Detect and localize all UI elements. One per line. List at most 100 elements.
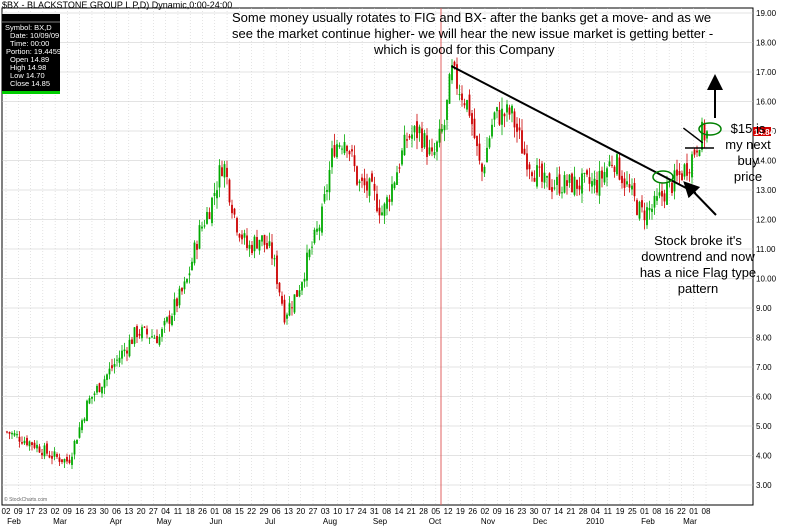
candle-body [633,182,636,197]
y-tick-label: 18.00 [756,39,777,48]
x-tick-label: 16 [665,507,674,516]
annotation-top-line-2: see the market continue higher- we will … [232,26,713,41]
candle-body [518,127,521,131]
y-tick-label: 4.00 [756,452,772,461]
x-tick-label: 21 [407,507,416,516]
candle-body [306,252,308,281]
x-axis-month-labels: Feb Mar Apr May Jun Jul Aug Sep Oct Nov Dec 2010 Feb… [7,517,697,526]
candle-body [568,174,571,183]
x-month-label: May [156,517,171,526]
candle-body [691,154,693,178]
candle-body [588,177,591,184]
x-month-label: Mar [53,517,67,526]
candle-body [6,431,8,433]
candle-body [8,431,11,434]
candle-body [361,177,363,181]
candle-body [441,129,443,132]
candle-body [618,157,621,180]
y-tick-label: 8.00 [756,334,772,343]
x-tick-label: 22 [247,507,256,516]
x-tick-label: 06 [112,507,121,516]
candle-body [221,167,223,176]
candle-body [186,279,188,283]
y-tick-label: 6.00 [756,393,772,402]
x-tick-label: 05 [431,507,440,516]
candle-body [558,174,561,194]
candle-body [18,436,21,442]
x-tick-label: 22 [677,507,686,516]
candle-body [148,337,151,339]
candle-body [473,118,476,138]
candle-body [578,185,581,190]
candle-body [543,172,546,183]
candle-body [493,112,496,120]
chart-title: $BX - BLACKSTONE GROUP L P,D) Dynamic,0:… [2,0,232,10]
x-tick-label: 02 [51,507,60,516]
y-tick-label: 11.00 [756,245,776,254]
candle-body [28,441,31,447]
candle-body [591,181,593,187]
candle-body [71,456,73,465]
candle-body [278,282,281,293]
y-tick-label: 14.00 [756,157,777,166]
x-tick-label: 20 [296,507,305,516]
candle-body [571,173,573,193]
x-tick-label: 12 [444,507,453,516]
x-axis-day-labels: 02 09 17 23 02 09 16 23 30 06 13 20 27 04 11 18 26 01 08 15… [2,507,711,516]
candle-body [106,374,108,380]
candle-body [396,172,398,185]
candle-body [193,242,196,264]
candle-body [401,150,403,165]
candle-body [383,203,386,216]
info-date: Date: 10/09/09 [10,31,59,40]
annotation-top-line-1: Some money usually rotates to FIG and BX… [232,10,711,25]
candle-body [346,145,348,152]
candle-body [468,94,471,116]
x-tick-label: 01 [640,507,649,516]
candle-body [586,170,588,175]
candle-body [603,172,606,183]
x-tick-label: 07 [542,507,551,516]
candle-body [316,228,318,232]
candle-body [583,172,586,174]
candle-body [123,349,126,352]
candle-body [158,336,161,345]
candle-body [646,207,648,226]
candle-body [483,166,486,174]
candle-body [191,261,193,271]
candle-body [196,243,198,250]
candle-body [503,113,506,117]
x-tick-label: 08 [223,507,232,516]
candle-body [606,168,608,178]
candle-body [388,199,391,202]
x-tick-label: 26 [198,507,207,516]
candle-body [321,206,323,233]
candle-body [166,317,168,322]
y-tick-label: 12.00 [756,216,777,225]
candle-body [593,178,596,186]
x-month-label: Aug [323,517,337,526]
x-tick-label: 21 [566,507,575,516]
candle-body [126,350,128,354]
candle-body [301,282,303,291]
candle-body [411,134,413,139]
candle-body [358,181,361,184]
candle-body [293,294,296,313]
candle-body [621,175,623,184]
candle-body [426,135,428,157]
candle-body [408,135,411,138]
candle-body [353,155,356,167]
candle-body [76,439,78,444]
candle-body [648,207,651,211]
candle-body [641,200,643,208]
y-tick-label: 16.00 [756,98,777,107]
candle-body [21,442,23,444]
candle-body [103,379,106,388]
x-tick-label: 31 [370,507,379,516]
candle-body [366,181,368,191]
candle-body [283,299,286,323]
candle-body [253,236,256,252]
candle-body [476,136,478,147]
candle-body [433,152,436,155]
candle-body [431,147,433,152]
